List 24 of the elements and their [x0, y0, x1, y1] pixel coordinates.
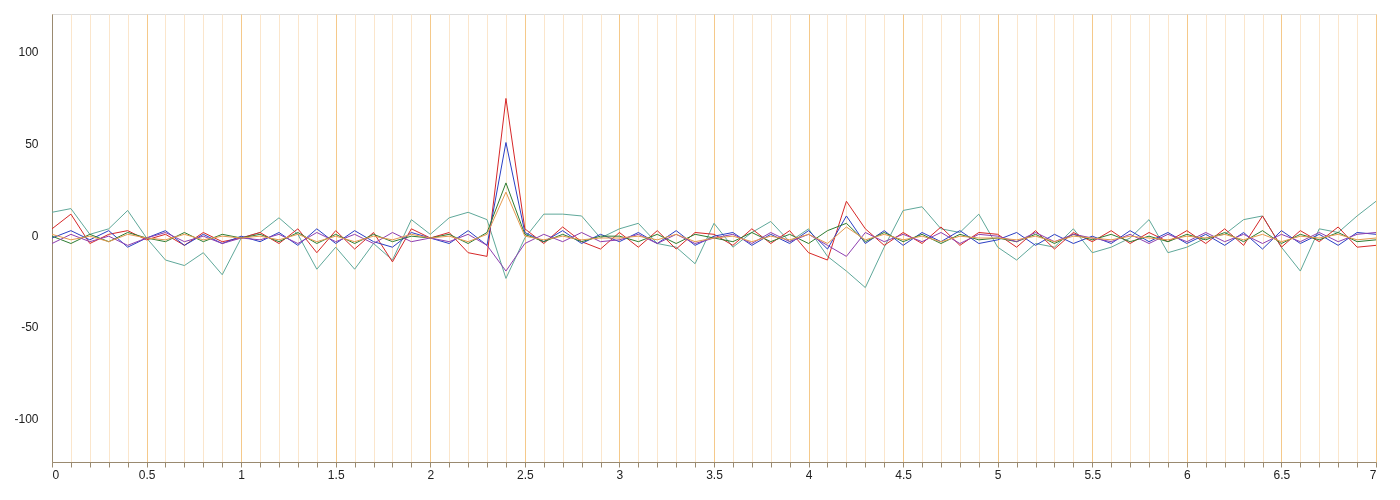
x-tick-label: 6.5: [1273, 467, 1291, 482]
x-tick-label: 5: [994, 467, 1002, 482]
line-series: [52, 142, 1376, 250]
line-series: [52, 200, 1376, 289]
y-tick-label: -100: [14, 412, 39, 427]
x-tick-label: 2.5: [517, 467, 535, 482]
x-tick-label: 6: [1184, 467, 1192, 482]
x-tick-label: 0: [52, 467, 60, 482]
y-tick-label: 100: [18, 44, 39, 59]
x-tick-label: 4.5: [895, 467, 913, 482]
line-series: [52, 231, 1376, 272]
y-tick-label: -50: [21, 320, 39, 335]
x-tick-label: 2: [427, 467, 435, 482]
line-series: [52, 97, 1376, 263]
x-tick-label: 0.5: [138, 467, 156, 482]
x-tick-label: 3.5: [706, 467, 724, 482]
x-tick-label: 7: [1369, 467, 1377, 482]
x-tick-label: 1: [238, 467, 246, 482]
x-tick-label: 4: [805, 467, 813, 482]
x-tick-label: 1.5: [327, 467, 345, 482]
x-tick-label: 5.5: [1084, 467, 1102, 482]
y-tick-label: 50: [25, 136, 39, 151]
y-tick-label: 0: [31, 228, 39, 243]
x-tick-label: 3: [616, 467, 624, 482]
